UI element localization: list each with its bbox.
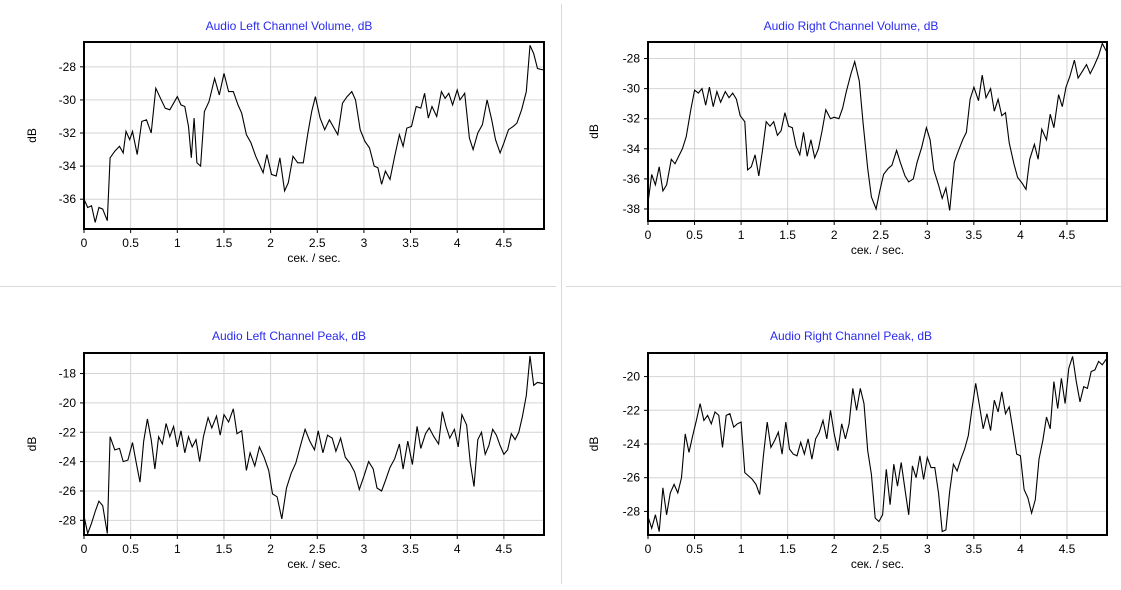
y-tick-label: -22 [59,425,77,439]
x-tick-label: 0 [645,542,652,556]
x-tick-label: 4 [1017,542,1024,556]
plot-frame [647,41,1108,222]
y-tick-label: -34 [623,142,641,156]
x-tick-label: 1.5 [779,542,796,556]
x-tick-label: 2.5 [872,228,889,242]
y-axis-label: dB [25,128,39,143]
series-line [647,356,1108,533]
x-tick-label: 1 [738,228,745,242]
chart-title: Audio Right Channel Peak, dB [770,329,932,343]
y-tick-label: -32 [59,126,77,140]
x-tick-label: 4.5 [496,542,513,556]
x-tick-label: 3 [924,228,931,242]
y-tick-label: -22 [623,403,641,417]
y-tick-label: -38 [623,202,641,216]
right-volume-chart: Audio Right Channel Volume, dB 0 0.5 1 1.5 2 2… [587,19,1108,257]
x-tick-label: 2 [267,236,274,250]
x-axis-label: сек. / sec. [287,557,340,571]
x-axis-label: сек. / sec. [851,243,904,257]
x-tick-label: 3.5 [402,236,419,250]
y-tick-label: -24 [623,437,641,451]
y-tick-label: -26 [623,471,641,485]
chart-title: Audio Right Channel Volume, dB [764,19,939,33]
x-tick-label: 3 [361,236,368,250]
x-tick-label: 3 [924,542,931,556]
y-tick-label: -32 [623,112,641,126]
x-tick-label: 1.5 [779,228,796,242]
y-tick-label: -30 [59,93,77,107]
x-tick-label: 4.5 [1059,228,1076,242]
x-tick-label: 3.5 [402,542,419,556]
y-tick-label: -20 [59,396,77,410]
x-tick-label: 4 [454,236,461,250]
y-tick-label: -28 [623,504,641,518]
x-tick-label: 0.5 [686,228,703,242]
chart-title: Audio Left Channel Volume, dB [206,19,373,33]
left-volume-chart: Audio Left Channel Volume, dB 0 0.5 1 1.5 2 2.… [25,19,545,265]
x-axis-label: сек. / sec. [287,251,340,265]
y-tick-label: -36 [623,172,641,186]
x-tick-label: 4 [454,542,461,556]
y-tick-label: -20 [623,370,641,384]
x-tick-label: 1 [738,542,745,556]
x-tick-label: 2.5 [872,542,889,556]
y-tick-label: -36 [59,192,77,206]
x-tick-label: 0.5 [686,542,703,556]
y-tick-label: -24 [59,455,77,469]
x-tick-label: 3 [361,542,368,556]
plot-frame [83,352,545,536]
y-tick-label: -28 [623,52,641,66]
y-axis-label: dB [587,124,601,139]
series-line [83,45,545,223]
x-tick-label: 0 [645,228,652,242]
x-tick-label: 2 [267,542,274,556]
x-tick-label: 4.5 [1059,542,1076,556]
x-tick-label: 0 [81,542,88,556]
chart-title: Audio Left Channel Peak, dB [212,329,366,343]
series-line [647,42,1108,211]
x-tick-label: 4 [1017,228,1024,242]
x-tick-label: 1 [174,236,181,250]
y-tick-label: -18 [59,367,77,381]
x-tick-label: 4.5 [496,236,513,250]
horizontal-divider-right [566,286,1121,287]
x-tick-label: 0.5 [122,236,139,250]
vertical-divider [561,4,562,584]
y-axis-label: dB [25,437,39,452]
y-axis-label: dB [587,437,601,452]
x-tick-label: 2 [831,228,838,242]
x-tick-label: 2 [831,542,838,556]
x-tick-label: 1.5 [216,542,233,556]
series-line [83,355,545,536]
x-tick-label: 3.5 [966,228,983,242]
plot-frame [83,41,545,230]
x-tick-label: 0.5 [122,542,139,556]
right-peak-chart: Audio Right Channel Peak, dB 0 0.5 1 1.5 2 2.5… [587,329,1108,571]
x-tick-label: 3.5 [966,542,983,556]
x-tick-label: 2.5 [309,542,326,556]
x-axis-label: сек. / sec. [851,557,904,571]
left-peak-chart: Audio Left Channel Peak, dB 0 0.5 1 1.5 2 2.5 3… [25,329,545,571]
y-tick-label: -34 [59,159,77,173]
x-tick-label: 1 [174,542,181,556]
y-tick-label: -26 [59,484,77,498]
x-tick-label: 2.5 [309,236,326,250]
x-tick-label: 1.5 [216,236,233,250]
y-tick-label: -28 [59,60,77,74]
y-tick-label: -28 [59,513,77,527]
y-tick-label: -30 [623,82,641,96]
horizontal-divider-left [0,286,556,287]
x-tick-label: 0 [81,236,88,250]
